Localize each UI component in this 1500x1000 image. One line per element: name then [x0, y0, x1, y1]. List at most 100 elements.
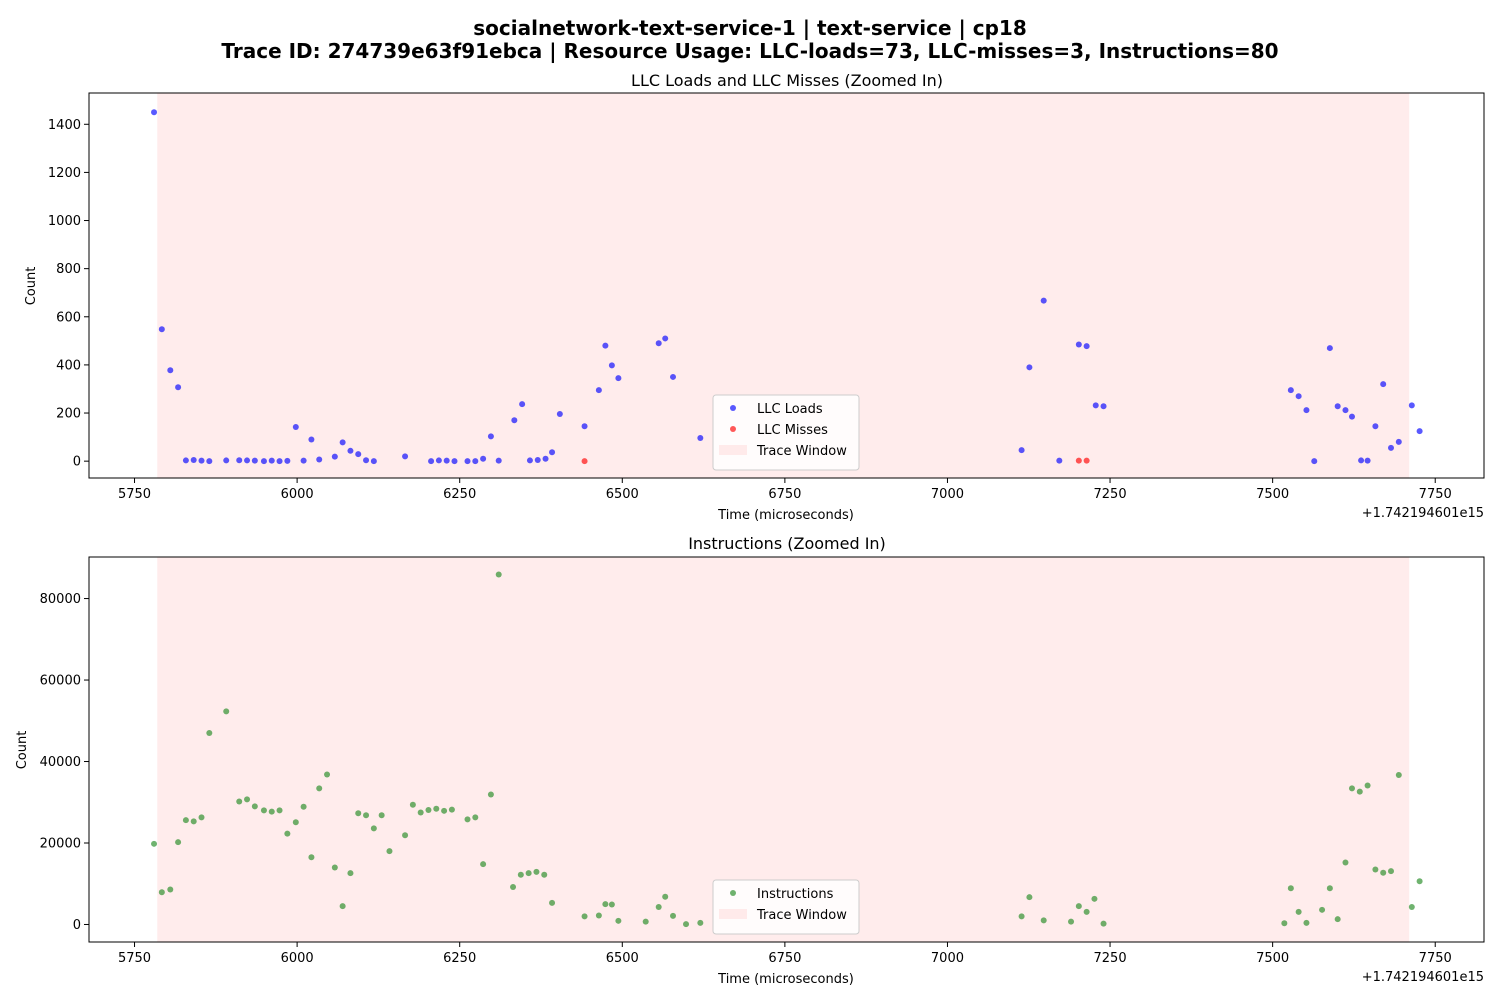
instructions-x-tick-label: 6000 — [281, 951, 314, 966]
llc-loads-point — [268, 457, 275, 464]
llc-loads-point — [1326, 345, 1333, 352]
instructions-point — [339, 903, 346, 910]
instructions-point — [175, 839, 182, 846]
instructions-point — [1326, 885, 1333, 892]
instructions-point — [417, 809, 424, 816]
instructions-point — [198, 814, 205, 821]
instructions-point — [1408, 903, 1415, 910]
llc-loads-point — [1026, 364, 1033, 371]
instructions-point — [1100, 920, 1107, 927]
instructions-point — [292, 819, 299, 826]
llc-x-tick-label: 7500 — [1256, 487, 1289, 502]
instructions-point — [1091, 895, 1098, 902]
llc-legend — [712, 394, 860, 471]
instructions-point — [495, 571, 502, 578]
llc-loads-point — [198, 457, 205, 464]
llc-loads-point — [428, 458, 435, 465]
llc-loads-point — [608, 362, 615, 369]
llc-loads-point — [175, 384, 182, 391]
instructions-y-tick-label: 20000 — [40, 837, 81, 852]
instructions-x-tick-label: 6750 — [768, 951, 801, 966]
llc-loads-point — [158, 326, 165, 333]
instructions-axes-frame — [88, 556, 1485, 943]
instructions-point — [541, 871, 548, 878]
llc-loads-point — [1388, 444, 1394, 451]
llc-y-tick-label: 200 — [56, 407, 81, 422]
instructions-point — [1068, 918, 1075, 925]
instructions-point — [308, 854, 315, 861]
instructions-point — [533, 868, 540, 875]
figure-title-line1: socialnetwork-text-service-1 | text-serv… — [473, 16, 1027, 40]
instructions-point — [1040, 917, 1047, 924]
instructions-point — [331, 864, 338, 871]
instructions-point — [1348, 785, 1355, 792]
instructions-point — [697, 919, 704, 926]
instructions-point — [1388, 868, 1394, 875]
llc-loads-point — [355, 451, 362, 458]
instructions-point — [595, 912, 602, 919]
instructions-point — [487, 791, 494, 798]
llc-loads-point — [615, 375, 622, 382]
llc-loads-point — [1334, 403, 1341, 410]
llc-loads-point — [347, 447, 354, 454]
instructions-point — [670, 912, 677, 919]
llc-x-tick-label: 7000 — [931, 487, 964, 502]
llc-loads-point — [595, 387, 602, 394]
legend-swatch-trace-window — [719, 445, 747, 455]
llc-loads-point — [292, 423, 299, 430]
llc-loads-point — [260, 458, 267, 465]
legend-swatch-instructions — [730, 890, 736, 896]
instructions-x-tick-label: 7500 — [1256, 951, 1289, 966]
instructions-point — [402, 832, 409, 839]
llc-loads-point — [549, 449, 556, 456]
llc-loads-point — [495, 457, 502, 464]
llc-loads-point — [1342, 407, 1349, 414]
llc-loads-point — [519, 401, 526, 408]
instructions-point — [581, 913, 588, 920]
legend-label-trace-window: Trace Window — [756, 908, 847, 923]
instructions-point — [472, 814, 479, 821]
instructions-point — [316, 785, 323, 792]
instructions-point — [448, 806, 455, 813]
instructions-x-tick-label: 6500 — [606, 951, 639, 966]
llc-loads-point — [300, 457, 307, 464]
legend-swatch-llc-loads — [730, 405, 736, 411]
llc-loads-point — [443, 457, 450, 464]
llc-loads-point — [1287, 387, 1294, 394]
llc-y-tick-label: 600 — [56, 310, 81, 325]
llc-loads-point — [542, 455, 549, 462]
llc-loads-point — [244, 457, 251, 464]
llc-loads-point — [284, 457, 291, 464]
instructions-x-axis-label: Time (microseconds) — [717, 972, 854, 987]
llc-x-tick-label: 6000 — [281, 487, 314, 502]
instructions-point — [244, 796, 251, 803]
instructions-point — [1416, 878, 1423, 885]
instructions-point — [236, 798, 243, 805]
llc-loads-point — [308, 436, 315, 443]
llc-y-tick-label: 0 — [73, 455, 81, 470]
instructions-point — [300, 803, 307, 810]
instructions-x-tick-label: 6250 — [443, 951, 476, 966]
llc-x-axis-label: Time (microseconds) — [717, 508, 854, 523]
instructions-point — [1372, 866, 1379, 873]
llc-loads-point — [1364, 457, 1371, 464]
llc-loads-point — [1408, 402, 1415, 409]
llc-loads-point — [480, 455, 487, 462]
llc-y-tick-label: 800 — [56, 262, 81, 277]
llc-loads-point — [472, 458, 479, 465]
llc-loads-point — [1295, 393, 1302, 400]
instructions-point — [347, 870, 354, 877]
llc-loads-point — [1018, 447, 1025, 454]
instructions-point — [1287, 885, 1294, 892]
instructions-point — [1364, 782, 1371, 789]
instructions-point — [1380, 869, 1387, 876]
llc-loads-point — [487, 433, 494, 440]
llc-loads-point — [190, 456, 197, 463]
instructions-point — [1026, 894, 1033, 901]
instructions-point — [608, 901, 615, 908]
legend-label-instructions: Instructions — [757, 887, 834, 902]
llc-loads-point — [223, 457, 230, 464]
instructions-point — [642, 918, 649, 925]
instructions-y-tick-label: 40000 — [40, 755, 81, 770]
llc-loads-point — [363, 457, 370, 464]
